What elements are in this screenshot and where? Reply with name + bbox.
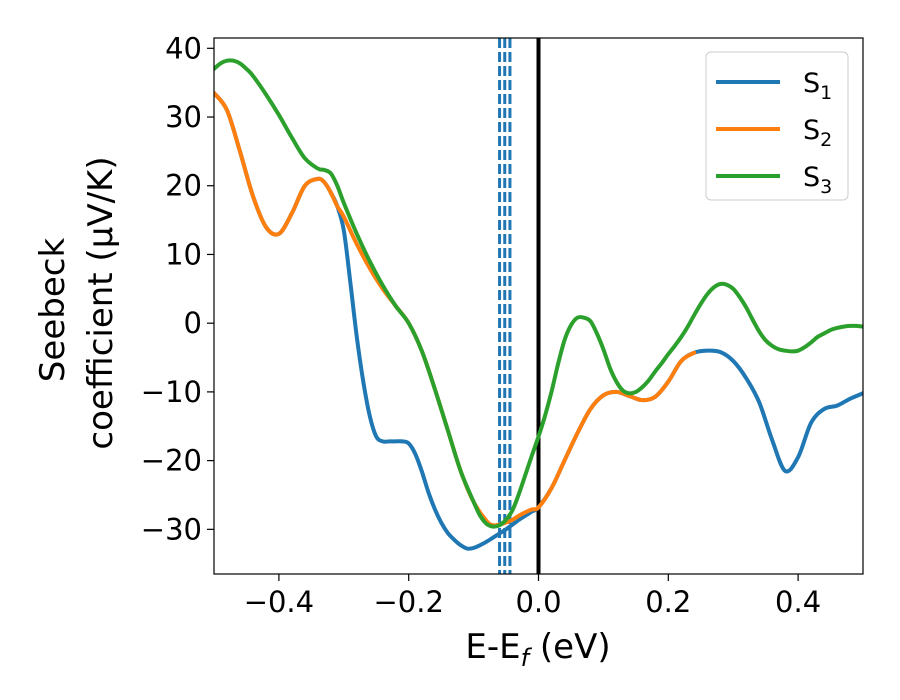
series-line-s3: [214, 58, 863, 529]
x-tick-label: −0.2: [373, 585, 443, 619]
x-axis-title: E-Ef (eV): [465, 627, 610, 672]
vertical-markers: [498, 38, 541, 574]
y-tick-label: 10: [165, 237, 202, 271]
y-tick-label: 40: [165, 31, 202, 65]
x-tick-label: 0.4: [775, 585, 821, 619]
x-tick-label: 0.0: [515, 585, 561, 619]
x-axis-title-unit: (eV): [529, 627, 611, 667]
x-tick-label: −0.4: [244, 585, 314, 619]
y-tick-label: 30: [165, 100, 202, 134]
y-axis-ticks: −30 −20 −10 0 10 20 30 40: [141, 31, 214, 546]
y-axis-title-line2: coefficient (μV/K): [81, 156, 121, 449]
x-tick-label: 0.2: [645, 585, 691, 619]
legend-label-s3: S3: [803, 162, 832, 198]
legend-label-s2: S2: [803, 115, 832, 151]
x-axis-ticks: −0.4 −0.2 0.0 0.2 0.4: [244, 574, 821, 619]
y-tick-label: −20: [141, 444, 202, 478]
y-tick-label: −10: [141, 375, 202, 409]
y-axis-title-line1: Seebeck: [33, 238, 73, 383]
y-tick-label: 0: [184, 306, 202, 340]
legend-box: [705, 51, 849, 201]
y-tick-label: −30: [141, 512, 202, 546]
legend: S1 S2 S3: [705, 51, 849, 201]
legend-label-s1: S1: [803, 68, 832, 104]
y-tick-label: 20: [165, 169, 202, 203]
series-lines: [214, 58, 863, 551]
